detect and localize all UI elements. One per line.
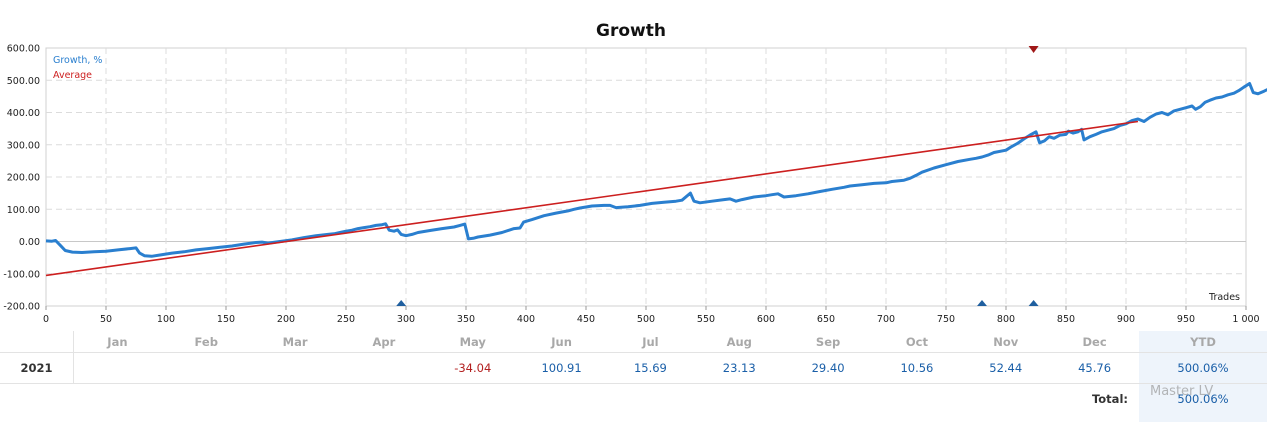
event-markers bbox=[396, 46, 1039, 306]
y-tick-label: 100.00 bbox=[7, 205, 40, 216]
axes: 600.00 500.00 400.00 300.00 200.00 100.00 0.00… bbox=[3, 44, 1259, 326]
month-value: 45.76 bbox=[1078, 361, 1112, 375]
x-tick-label: 550 bbox=[697, 314, 715, 325]
y-tick-label: 500.00 bbox=[7, 76, 40, 87]
x-axis-label: Trades bbox=[1208, 292, 1240, 303]
month-header: Oct bbox=[905, 335, 928, 349]
grid-lines bbox=[45, 47, 1247, 307]
month-value: 29.40 bbox=[811, 361, 845, 375]
x-tick-label: 700 bbox=[877, 314, 895, 325]
y-tick-label: 200.00 bbox=[7, 173, 40, 184]
x-tick-label: 300 bbox=[397, 314, 415, 325]
month-header: Sep bbox=[815, 335, 841, 349]
deal-marker-up bbox=[977, 300, 987, 306]
y-tick-label: 300.00 bbox=[7, 140, 40, 151]
watermark: Master LV bbox=[1150, 384, 1214, 399]
month-header: Mar bbox=[282, 335, 308, 349]
x-tick-label: 250 bbox=[337, 314, 355, 325]
x-tick-label: 50 bbox=[100, 314, 112, 325]
x-tick-label: 1 000 bbox=[1232, 314, 1259, 325]
month-header: Jul bbox=[642, 335, 659, 349]
ytd-column-background bbox=[1139, 331, 1267, 422]
growth-chart: Growth 600.00500.00400.00300.00200.00100… bbox=[3, 21, 1267, 326]
month-value: -34.04 bbox=[454, 361, 492, 375]
legend-entry: Average bbox=[53, 70, 92, 81]
growth-series-line bbox=[45, 82, 1267, 258]
average-series-line bbox=[45, 120, 1139, 277]
deal-marker-up bbox=[396, 300, 407, 306]
month-header: Nov bbox=[993, 335, 1019, 349]
table-divider bbox=[0, 352, 1267, 353]
x-tick-label: 950 bbox=[1177, 314, 1195, 325]
total-label: Total: bbox=[1091, 392, 1128, 406]
month-value: 23.13 bbox=[722, 361, 756, 375]
y-tick-label: 0.00 bbox=[19, 237, 40, 248]
chart-title: Growth bbox=[596, 21, 666, 41]
x-tick-label: 650 bbox=[817, 314, 835, 325]
series-lines bbox=[45, 82, 1267, 277]
x-tick-label: 400 bbox=[517, 314, 535, 325]
monthly-returns-table: Jan Feb Mar Apr May Jun Jul Aug Sep Oct Nov Dec YTD… bbox=[0, 331, 1267, 422]
x-tick-label: 450 bbox=[577, 314, 595, 325]
y-tick-label: -200.00 bbox=[3, 302, 40, 313]
total-value: 500.06% bbox=[1177, 392, 1229, 406]
table-divider bbox=[73, 331, 74, 383]
x-tick-label: 750 bbox=[937, 314, 955, 325]
deal-marker-up bbox=[1028, 300, 1039, 306]
deal-marker-down bbox=[1028, 46, 1039, 53]
month-value: 100.91 bbox=[541, 361, 582, 375]
x-tick-label: 100 bbox=[157, 314, 175, 325]
table-divider bbox=[0, 383, 1267, 384]
y-tick-label: -100.00 bbox=[3, 269, 40, 280]
x-tick-label: 350 bbox=[457, 314, 475, 325]
x-tick-label: 200 bbox=[277, 314, 295, 325]
month-header: Apr bbox=[372, 335, 396, 349]
x-tick-label: 500 bbox=[637, 314, 655, 325]
month-header: Feb bbox=[194, 335, 218, 349]
month-value: 52.44 bbox=[989, 361, 1023, 375]
x-tick-label: 850 bbox=[1057, 314, 1075, 325]
x-tick-label: 900 bbox=[1117, 314, 1135, 325]
month-header: Aug bbox=[726, 335, 752, 349]
ytd-value: 500.06% bbox=[1177, 361, 1229, 375]
x-tick-label: 600 bbox=[757, 314, 775, 325]
month-header: Jun bbox=[551, 335, 572, 349]
year-label: 2021 bbox=[20, 361, 53, 375]
y-tick-label: 400.00 bbox=[7, 108, 40, 119]
x-tick-label: 800 bbox=[997, 314, 1015, 325]
legend-entry: Growth, % bbox=[53, 55, 102, 66]
y-tick-label: 600.00 bbox=[7, 44, 40, 55]
month-value: 15.69 bbox=[633, 361, 667, 375]
month-value: 10.56 bbox=[900, 361, 934, 375]
x-tick-label: 0 bbox=[43, 314, 49, 325]
ytd-header: YTD bbox=[1190, 335, 1216, 349]
month-header: May bbox=[459, 335, 486, 349]
month-header: Dec bbox=[1082, 335, 1107, 349]
month-header: Jan bbox=[107, 335, 128, 349]
x-tick-label: 150 bbox=[217, 314, 235, 325]
legend: Growth, % Average bbox=[53, 55, 102, 81]
